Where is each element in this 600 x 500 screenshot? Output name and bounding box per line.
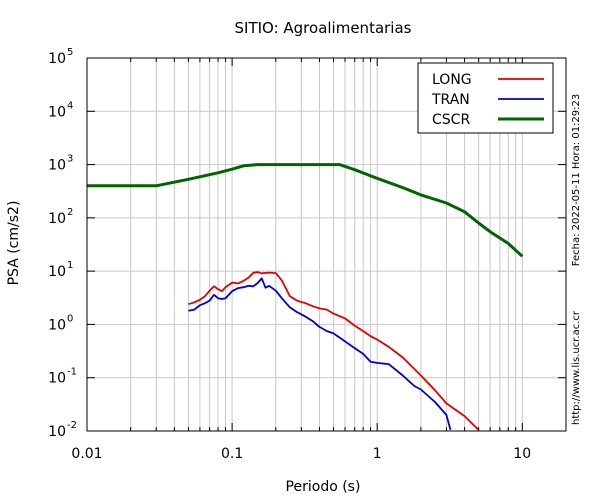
y-tick-label: 10 (48, 211, 66, 227)
legend-box (417, 62, 554, 134)
x-tick-label: 10 (513, 446, 531, 462)
y-tick-label: 10 (48, 264, 66, 280)
y-tick-label: 10 (48, 158, 66, 174)
series-long-line (188, 271, 480, 431)
y-tick-label: 10 (48, 317, 66, 333)
series-cscr-line (87, 163, 524, 258)
legend-label: LONG (432, 72, 472, 88)
y-tick-label: 10 (48, 104, 66, 120)
y-tick-exponent: 2 (67, 207, 73, 218)
x-tick-label: 0.1 (221, 446, 243, 462)
y-tick-exponent: -1 (67, 367, 77, 378)
y-tick-label: 10 (48, 371, 66, 387)
x-axis-label: Periodo (s) (286, 479, 361, 495)
series-lines (87, 163, 524, 431)
legend: LONG TRAN CSCR (417, 62, 554, 134)
y-tick-exponent: 5 (67, 47, 73, 58)
x-tick-label: 1 (373, 446, 382, 462)
series-tran-line (188, 277, 452, 431)
legend-label: CSCR (432, 112, 470, 128)
y-axis-label: PSA (cm/s2) (6, 201, 22, 286)
y-tick-label: 10 (48, 424, 66, 440)
y-tick-exponent: 0 (67, 313, 73, 324)
y-tick-exponent: -2 (67, 420, 77, 431)
plot-frame (86, 57, 567, 432)
legend-label: TRAN (431, 92, 470, 108)
y-tick-exponent: 3 (67, 154, 73, 165)
website-note: http://www.lis.ucr.ac.cr (571, 310, 582, 425)
y-tick-label: 10 (48, 51, 66, 67)
y-tick-exponent: 4 (67, 100, 73, 111)
timestamp-note: Fecha: 2022-05-11 Hora: 01:29:23 (571, 94, 582, 267)
chart-title: SITIO: Agroalimentarias (235, 19, 412, 37)
grid (86, 57, 567, 432)
y-tick-exponent: 1 (67, 260, 73, 271)
x-tick-label: 0.01 (71, 446, 102, 462)
